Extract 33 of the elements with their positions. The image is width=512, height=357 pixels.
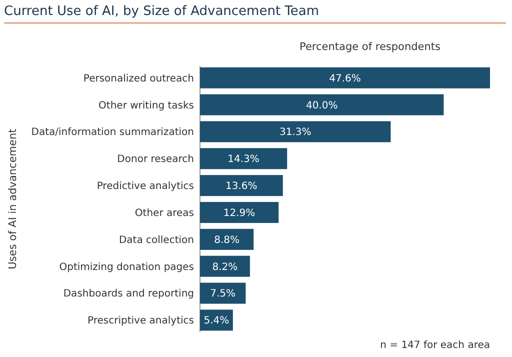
data-label: 12.9% — [223, 208, 256, 219]
data-label: 5.4% — [204, 316, 230, 327]
data-label: 7.5% — [210, 288, 236, 300]
bar — [200, 148, 288, 170]
data-label: 8.8% — [214, 234, 240, 246]
chart-title: Current Use of AI, by Size of Advancement Team — [4, 4, 320, 19]
bar — [200, 67, 490, 88]
y-tick-label: Predictive analytics — [96, 181, 194, 192]
data-label: 47.6% — [329, 73, 361, 84]
y-tick-label: Other writing tasks — [98, 100, 194, 112]
y-tick-label: Personalized outreach — [83, 73, 194, 84]
bar — [200, 94, 444, 116]
y-tick-label: Prescriptive analytics — [88, 316, 194, 327]
y-axis-title: Uses of AI in advancement — [7, 128, 19, 270]
y-tick-label: Other areas — [134, 208, 194, 219]
data-label: 31.3% — [279, 127, 312, 138]
data-label: 13.6% — [226, 181, 258, 192]
y-tick-label: Data collection — [118, 234, 194, 246]
data-label: 40.0% — [306, 100, 338, 112]
data-label: 14.3% — [228, 154, 260, 166]
data-label: 8.2% — [212, 262, 238, 273]
y-tick-label: Optimizing donation pages — [59, 262, 194, 273]
bar — [200, 202, 279, 223]
y-tick-label: Dashboards and reporting — [63, 288, 194, 300]
bar — [200, 175, 283, 196]
x-axis-title: Percentage of respondents — [300, 41, 440, 53]
text: n = 147 for each area — [380, 340, 490, 351]
bar — [200, 256, 250, 277]
y-tick-label: Donor research — [117, 154, 194, 166]
bar — [200, 121, 391, 142]
y-tick-label: Data/information summarization — [31, 127, 194, 138]
bar — [200, 282, 246, 304]
bar — [200, 228, 254, 250]
